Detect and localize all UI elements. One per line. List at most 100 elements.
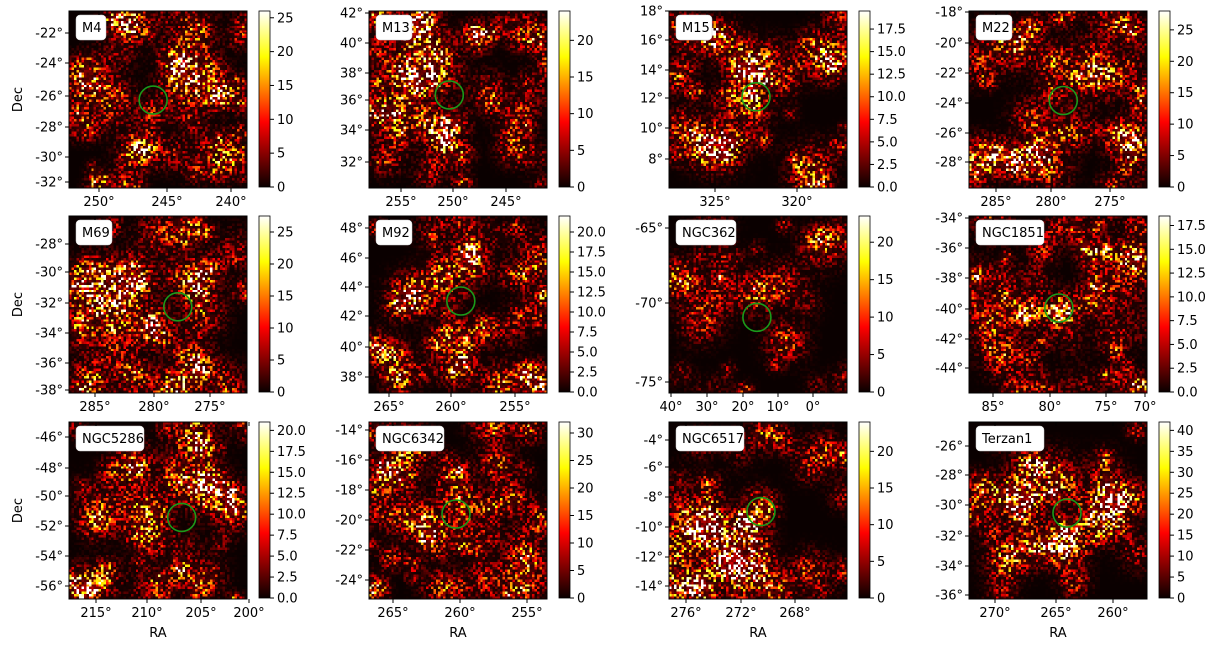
- y-tick-label: -36°: [935, 589, 963, 604]
- colorbar-tick-label: 20.0: [277, 424, 306, 439]
- y-tick-label: -40°: [935, 303, 963, 318]
- y-tick-label: 42°: [340, 7, 363, 22]
- y-tick-label: 38°: [340, 67, 363, 82]
- colorbar-tick-label: 25: [277, 11, 294, 26]
- cluster-marker-circle: [746, 496, 776, 527]
- y-tick-label: 40°: [340, 37, 363, 52]
- colorbar-tick-label: 12.5: [1177, 267, 1206, 282]
- colorbar-tick-label: 2.5: [277, 571, 298, 586]
- y-tick-label: -56°: [35, 580, 63, 595]
- colorbar-tick-label: 10: [577, 537, 594, 552]
- panel-m13: M13 255° 250° 245° 32° 34° 36° 38° 40° 42° 0 5 10 15 2…: [340, 7, 594, 211]
- y-tick-label: -12°: [635, 551, 663, 566]
- heatmap-image: [369, 216, 547, 393]
- panel-label: M15: [682, 21, 710, 36]
- y-tick-label: -75°: [635, 376, 663, 391]
- x-tick-label: 280°: [1035, 195, 1066, 210]
- x-tick-label: 320°: [781, 195, 812, 210]
- colorbar-tick-label: 0.0: [1177, 386, 1198, 401]
- colorbar: [1158, 215, 1171, 393]
- colorbar-tick-label: 0: [877, 386, 885, 401]
- x-tick-label: 20°: [731, 400, 754, 415]
- panel-label-box: [975, 14, 1013, 41]
- colorbar-tick-label: 40: [1177, 424, 1194, 439]
- colorbar-tick-label: 25: [1177, 487, 1194, 502]
- panel-terzan1: Terzan1 270° 265° 260° -26° -28° -30° -32° -34° -…: [935, 421, 1194, 641]
- colorbar-tick-label: 2.5: [577, 366, 598, 381]
- colorbar-tick-label: 10: [1177, 118, 1194, 133]
- colorbar-tick-label: 10: [877, 518, 894, 533]
- y-tick-label: -44°: [935, 362, 963, 377]
- panel-label: NGC6342: [382, 432, 444, 447]
- colorbar-tick-label: 0.0: [277, 592, 298, 607]
- x-tick-label: 215°: [80, 606, 111, 621]
- colorbar-tick-label: 0: [1177, 592, 1185, 607]
- y-tick-label: -24°: [335, 574, 363, 589]
- x-tick-label: 240°: [215, 195, 246, 210]
- y-tick-label: -46°: [35, 431, 63, 446]
- panel-m15: M15 325° 320° 8° 10° 12° 14° 16° 18° 0.0 2.5 5.0 7.5…: [640, 5, 906, 211]
- panel-label-box: [675, 219, 737, 246]
- y-tick-label: -30°: [935, 499, 963, 514]
- y-tick-label: -8°: [644, 491, 663, 506]
- colorbar: [558, 10, 571, 188]
- colorbar-tick-label: 15.0: [577, 266, 606, 281]
- heatmap-image: [669, 216, 847, 393]
- panel-label: M13: [382, 21, 410, 36]
- axes-frame: [668, 215, 848, 394]
- y-tick-label: 48°: [340, 222, 363, 237]
- y-tick-label: 42°: [340, 310, 363, 325]
- colorbar-tick-label: 12.5: [877, 68, 906, 83]
- x-tick-label: 276°: [670, 606, 701, 621]
- colorbar-tick-label: 7.5: [577, 326, 598, 341]
- cluster-marker-circle: [163, 291, 193, 322]
- colorbar-tick-label: 7.5: [277, 529, 298, 544]
- colorbar: [258, 421, 271, 599]
- panel-label-box: [75, 219, 113, 246]
- x-tick-label: 270°: [979, 606, 1010, 621]
- panel-label: M4: [82, 21, 102, 36]
- colorbar-tick-label: 17.5: [277, 445, 306, 460]
- colorbar-tick-label: 25: [577, 454, 594, 469]
- y-tick-label: 40°: [340, 341, 363, 356]
- panel-ngc6342: NGC6342 265° 260° 255° -14° -16° -18° -20° -22° -…: [335, 421, 594, 641]
- y-tick-label: -70°: [635, 297, 663, 312]
- axes-frame: [68, 421, 248, 600]
- colorbar-tick-label: 20: [877, 445, 894, 460]
- panel-label: M92: [382, 226, 410, 241]
- axes-frame: [668, 10, 848, 189]
- y-axis-label: Dec: [11, 87, 26, 112]
- colorbar-tick-label: 15.0: [1177, 243, 1206, 258]
- cluster-marker-circle: [1048, 85, 1079, 116]
- colorbar-tick-label: 17.5: [1177, 219, 1206, 234]
- x-tick-label: 85°: [981, 400, 1004, 415]
- axes-frame: [668, 421, 848, 600]
- colorbar-tick-label: 15: [1177, 529, 1194, 544]
- cluster-marker-circle: [446, 286, 476, 316]
- heatmap-image: [969, 11, 1147, 188]
- x-tick-label: 275°: [1094, 195, 1125, 210]
- heatmap-image: [369, 11, 547, 188]
- y-tick-label: -26°: [935, 127, 963, 142]
- colorbar-tick-label: 10: [277, 113, 294, 128]
- x-tick-label: 80°: [1038, 400, 1061, 415]
- colorbar-tick-label: 10: [277, 322, 294, 337]
- colorbar-tick-label: 25: [277, 226, 294, 241]
- x-tick-label: 0°: [806, 400, 821, 415]
- y-axis-label: Dec: [11, 292, 26, 317]
- y-tick-label: 46°: [340, 252, 363, 267]
- y-tick-label: 14°: [640, 64, 663, 79]
- colorbar-tick-label: 5: [1177, 149, 1185, 164]
- colorbar: [558, 421, 571, 599]
- colorbar-tick-label: 0: [577, 592, 585, 607]
- colorbar-tick-label: 15: [877, 273, 894, 288]
- colorbar-tick-label: 10.0: [1177, 290, 1206, 305]
- y-tick-label: -32°: [35, 176, 63, 191]
- panel-label-box: [975, 425, 1045, 452]
- colorbar-tick-label: 15.0: [877, 45, 906, 60]
- colorbar-tick-label: 20: [877, 236, 894, 251]
- x-tick-label: 75°: [1094, 400, 1117, 415]
- colorbar-tick-label: 15: [1177, 86, 1194, 101]
- colorbar-tick-label: 5: [277, 147, 285, 162]
